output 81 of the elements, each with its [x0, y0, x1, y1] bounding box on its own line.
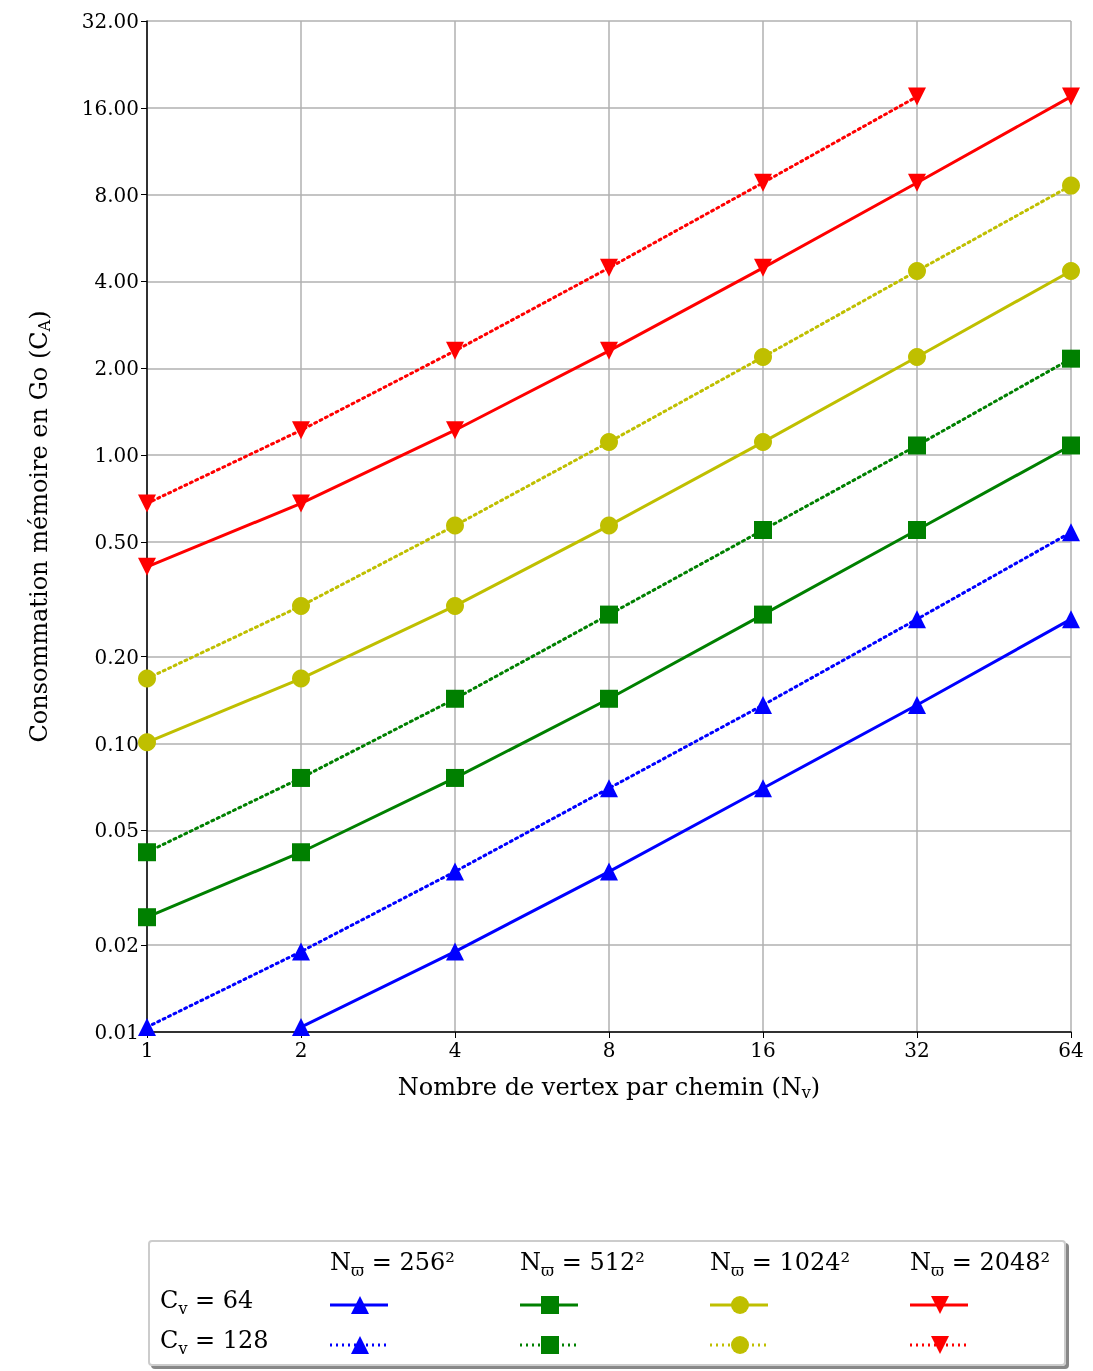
point — [446, 421, 464, 440]
point — [292, 768, 310, 787]
point — [446, 596, 464, 615]
x-tick-label: 64 — [1058, 1038, 1084, 1062]
text: C$_{v}$ = 64 — [160, 1286, 254, 1318]
point — [908, 347, 926, 366]
y-tick-label: 4.00 — [94, 269, 139, 294]
point — [138, 733, 156, 752]
text: N$_{ϖ}$ = 256² — [330, 1248, 455, 1280]
point — [754, 605, 772, 624]
point — [1062, 87, 1080, 106]
point — [754, 521, 772, 540]
y-tick-label: 1.00 — [94, 443, 139, 468]
point — [908, 87, 926, 106]
point — [292, 596, 310, 615]
point — [600, 862, 618, 881]
text: N$_{ϖ}$ = 1024² — [710, 1248, 851, 1280]
y-tick-label: 8.00 — [94, 182, 139, 207]
x-axis-title: Nombre de vertex par chemin (Nv) — [397, 1073, 821, 1102]
x-tick-label: 16 — [750, 1038, 776, 1062]
text: C$_{v}$ = 128 — [160, 1326, 269, 1358]
point — [600, 341, 618, 360]
point — [1062, 523, 1080, 542]
y-tick-label: 16.00 — [81, 95, 139, 120]
point — [908, 436, 926, 455]
point — [754, 779, 772, 798]
y-tick-label: 0.20 — [94, 644, 139, 669]
y-tick-label: 2.00 — [94, 356, 139, 381]
point — [138, 557, 156, 576]
point — [292, 1018, 310, 1037]
point — [600, 605, 618, 624]
text: N$_{ϖ}$ = 512² — [520, 1248, 645, 1280]
point — [138, 1018, 156, 1037]
point — [600, 433, 618, 452]
y-tick-label: 32.00 — [81, 9, 139, 33]
point — [600, 516, 618, 535]
point — [446, 341, 464, 360]
point — [908, 261, 926, 280]
point — [600, 258, 618, 277]
x-tick-label: 8 — [602, 1038, 616, 1062]
point — [138, 908, 156, 927]
y-tick-label: 0.02 — [94, 933, 139, 958]
y-axis-title: Consommation mémoire en Go (CA) — [25, 310, 54, 743]
y-tick-label: 0.50 — [94, 529, 139, 554]
point — [292, 942, 310, 961]
point — [1062, 176, 1080, 195]
point — [292, 421, 310, 440]
point — [446, 516, 464, 535]
y-tick-label: 0.10 — [94, 731, 139, 756]
point — [908, 521, 926, 540]
point — [446, 768, 464, 787]
point — [138, 669, 156, 688]
text: N$_{ϖ}$ = 2048² — [910, 1248, 1051, 1280]
x-tick-label: 4 — [448, 1038, 462, 1062]
x-tick-label: 2 — [294, 1038, 308, 1062]
point — [1062, 610, 1080, 629]
point — [446, 689, 464, 708]
y-tick-label: 0.01 — [94, 1020, 139, 1044]
point — [754, 347, 772, 366]
point — [600, 779, 618, 798]
point — [1062, 261, 1080, 280]
point — [600, 689, 618, 708]
point — [446, 862, 464, 881]
point — [754, 258, 772, 277]
point — [292, 494, 310, 513]
point — [1062, 436, 1080, 455]
point — [754, 173, 772, 192]
point — [754, 696, 772, 715]
point — [908, 696, 926, 715]
point — [908, 173, 926, 192]
y-tick-label: 0.05 — [94, 818, 139, 843]
x-tick-label: 32 — [904, 1038, 930, 1062]
x-tick-label: 1 — [140, 1038, 154, 1062]
point — [754, 433, 772, 452]
point — [138, 843, 156, 862]
point — [292, 669, 310, 688]
point — [138, 494, 156, 513]
point — [446, 942, 464, 961]
point — [1062, 349, 1080, 368]
point — [292, 843, 310, 862]
point — [908, 610, 926, 629]
